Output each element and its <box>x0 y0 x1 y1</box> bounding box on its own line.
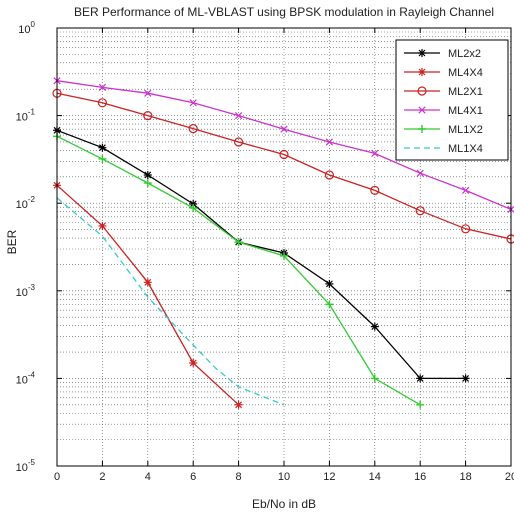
data-point-ml4x1 <box>189 99 197 107</box>
data-point-ml2x1 <box>97 98 108 108</box>
series-ml2x1 <box>52 88 514 244</box>
legend-marker-ml1x2 <box>418 125 426 133</box>
legend: ML2x2 ML4X4 ML2X1 ML4X1 ML1X2 ML1X4 <box>395 39 509 161</box>
x-axis-ticks: 0 2 4 6 8 10 12 14 16 18 20 <box>54 28 514 483</box>
data-point-ml1x2 <box>325 300 334 309</box>
data-point-ml2x1 <box>279 149 289 160</box>
legend-marker-ml4x1 <box>418 106 426 114</box>
data-point-ml1x2 <box>143 179 152 188</box>
legend-label-ml4x4: ML4X4 <box>448 67 483 79</box>
x-tick-label: 14 <box>369 471 381 483</box>
data-point-ml1x2 <box>416 400 425 409</box>
data-point-ml4x1 <box>144 89 152 97</box>
data-point-ml4x1 <box>371 149 379 158</box>
chart-title: BER Performance of ML-VBLAST using BPSK … <box>74 5 494 19</box>
y-tick-label: 100 <box>18 20 35 36</box>
legend-box <box>395 39 509 161</box>
x-tick-label: 20 <box>505 471 514 483</box>
x-tick-label: 16 <box>414 471 426 483</box>
data-point-ml1x2 <box>280 251 288 260</box>
data-point-ml2x1 <box>234 137 244 147</box>
series-line-ml2x2 <box>56 129 466 380</box>
data-point-ml4x1 <box>98 83 107 91</box>
data-point-ml1x2 <box>98 154 107 163</box>
y-tick-label: 10-1 <box>16 108 36 124</box>
series-ml1x2 <box>53 132 425 409</box>
x-tick-label: 10 <box>278 471 290 483</box>
data-point-ml2x1 <box>415 206 425 216</box>
data-point-ml4x1 <box>280 125 288 133</box>
data-point-ml4x1 <box>234 111 243 120</box>
data-point-ml2x2 <box>98 143 107 152</box>
data-point-ml2x2 <box>461 374 470 383</box>
data-point-ml2x1 <box>188 124 198 134</box>
series-ml1x4 <box>56 197 285 406</box>
data-point-ml1x2 <box>189 204 198 213</box>
legend-marker-ml2x1 <box>417 86 427 96</box>
x-tick-label: 18 <box>459 471 471 483</box>
data-point-ml4x1 <box>461 186 470 195</box>
x-tick-label: 4 <box>145 471 151 483</box>
y-tick-label: 10-3 <box>16 283 36 299</box>
x-tick-label: 2 <box>99 471 105 483</box>
x-tick-label: 8 <box>236 471 242 483</box>
y-tick-label: 10-2 <box>16 195 36 211</box>
data-point-ml2x1 <box>324 170 334 180</box>
y-axis-label: BER <box>5 229 19 254</box>
x-tick-label: 12 <box>323 471 335 483</box>
x-axis-label: Eb/No in dB <box>252 497 316 511</box>
data-point-ml4x4 <box>143 278 152 287</box>
data-point-ml2x2 <box>416 374 425 383</box>
legend-label-ml2x2: ML2x2 <box>448 48 481 60</box>
series-line-ml2x1 <box>56 92 512 240</box>
data-point-ml2x1 <box>461 224 471 234</box>
y-tick-label: 10-4 <box>16 370 36 386</box>
series-line-ml1x4 <box>56 197 285 406</box>
data-point-ml4x1 <box>416 169 424 177</box>
legend-label-ml1x4: ML1X4 <box>448 143 483 155</box>
data-point-ml2x2 <box>325 279 334 288</box>
data-point-ml4x4 <box>98 221 107 230</box>
legend-marker-ml4x4 <box>418 68 426 76</box>
data-point-ml2x2 <box>189 199 198 208</box>
x-tick-label: 6 <box>190 471 196 483</box>
grid-lines <box>56 28 512 467</box>
data-point-ml4x1 <box>325 138 334 146</box>
data-point-ml2x2 <box>143 170 152 179</box>
data-point-ml1x2 <box>370 374 379 383</box>
data-point-ml2x1 <box>370 185 380 195</box>
legend-label-ml4x1: ML4X1 <box>448 105 483 117</box>
data-point-ml4x4 <box>189 358 198 367</box>
legend-label-ml2x1: ML2X1 <box>448 86 483 98</box>
x-tick-label: 0 <box>54 471 60 483</box>
y-axis-ticks: 100 10-1 10-2 10-3 10-4 10-5 <box>16 20 511 474</box>
data-point-ml2x2 <box>370 322 379 331</box>
series-layer <box>52 77 514 409</box>
legend-label-ml1x2: ML1X2 <box>448 124 483 136</box>
series-ml4x1 <box>53 77 514 214</box>
legend-marker-ml2x2 <box>418 49 426 57</box>
y-tick-label: 10-5 <box>16 458 36 474</box>
data-point-ml4x4 <box>234 400 243 409</box>
data-point-ml2x1 <box>143 110 153 121</box>
data-point-ml1x2 <box>234 238 243 247</box>
